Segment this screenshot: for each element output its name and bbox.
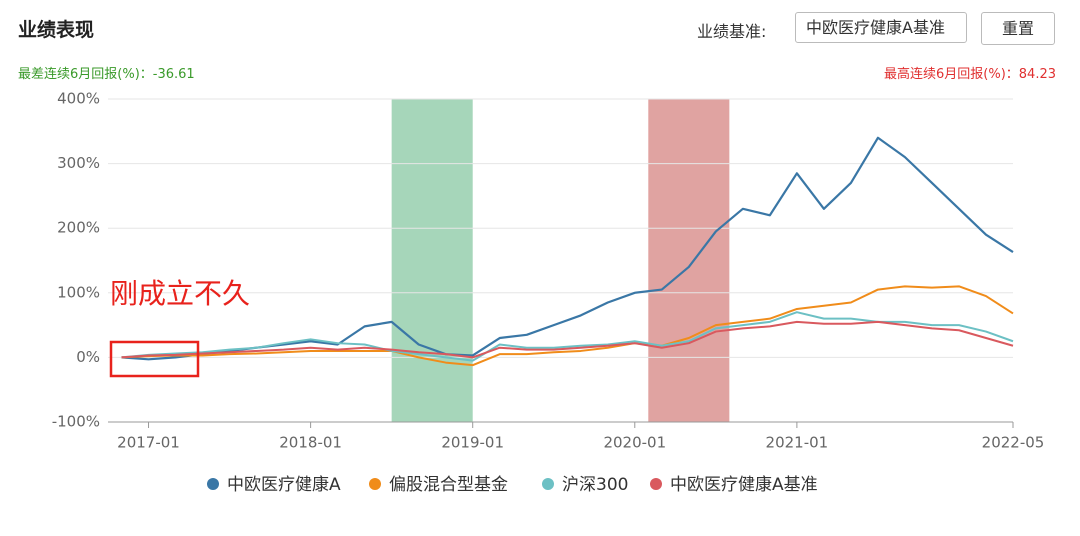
x-tick-label: 2017-01 [117,434,180,452]
worst-value: -36.61 [152,67,195,82]
best-return: 最高连续6月回报(%)：84.23 [884,63,1056,82]
y-tick-label: 0% [76,348,100,366]
series-line [121,320,1014,359]
legend-label: 中欧医疗健康A [227,475,341,495]
annotation: 刚成立不久 [110,277,250,310]
legend-marker [650,478,662,490]
legend-marker [207,478,219,490]
legend-label: 中欧医疗健康A基准 [670,475,818,495]
worst-period [391,99,473,422]
benchmark-input[interactable]: 中欧医疗健康A基准 [795,12,967,43]
x-tick-label: 2019-01 [441,434,504,452]
series-line [121,285,1014,367]
y-tick-label: 200% [57,219,100,237]
x-tick-label: 2022-05 [982,434,1045,452]
legend-marker [369,478,381,490]
x-tick-label: 2020-01 [603,434,666,452]
x-tick-label: 2021-01 [766,434,829,452]
y-tick-label: 400% [57,90,100,108]
worst-label: 最差连续6月回报(%)： [18,67,153,82]
y-tick-label: -100% [52,413,100,431]
legend-label: 偏股混合型基金 [389,475,508,495]
best-period [648,99,730,422]
series-line [121,311,1014,362]
section-title: 业绩表现 [18,19,95,41]
worst-return: 最差连续6月回报(%)：-36.61 [18,63,195,82]
y-tick-label: 300% [57,154,100,172]
reset-button[interactable]: 重置 [981,12,1055,45]
annotation-box [109,340,200,378]
y-tick-label: 100% [57,283,100,301]
series-line [121,136,1014,361]
best-value: 84.23 [1018,67,1056,82]
x-tick-label: 2018-01 [279,434,342,452]
best-label: 最高连续6月回报(%)： [884,67,1019,82]
legend-marker [542,478,554,490]
benchmark-label: 业绩基准: [697,22,767,41]
legend-label: 沪深300 [562,475,628,495]
